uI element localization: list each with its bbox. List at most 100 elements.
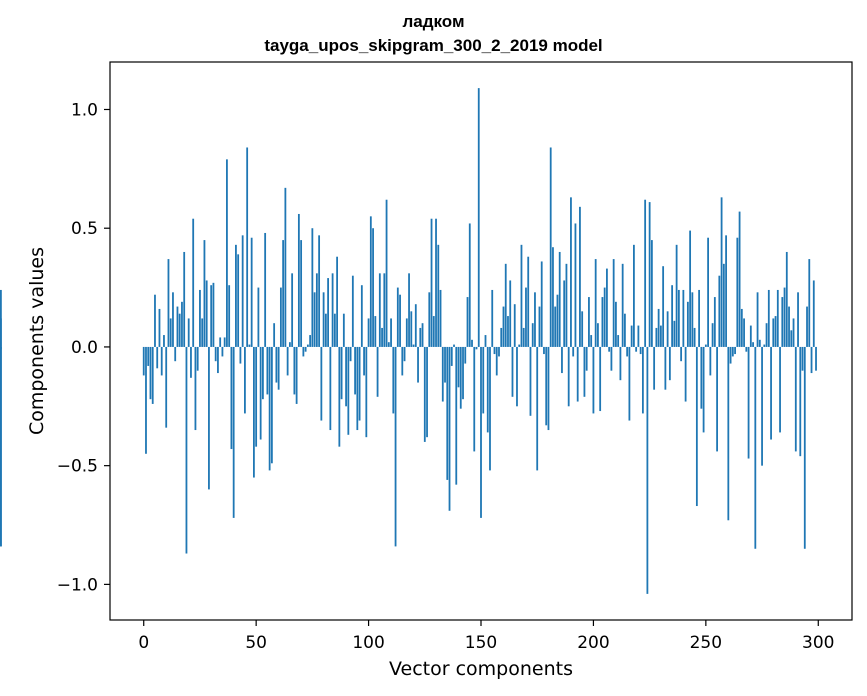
bar-65: [288, 342, 291, 347]
bar-157: [495, 346, 498, 376]
bar-63: [284, 187, 287, 347]
bar-219: [635, 346, 638, 352]
bar-35: [221, 346, 224, 357]
bar-284: [781, 297, 784, 347]
bar-0: [142, 346, 145, 376]
bar-75: [311, 228, 314, 347]
bar-195: [581, 311, 584, 347]
bar-194: [579, 206, 581, 347]
bar-213: [621, 263, 624, 347]
bar-143: [464, 346, 467, 364]
bar-202: [597, 323, 599, 347]
x-tick-label: 200: [577, 633, 609, 653]
bar-79: [320, 346, 323, 421]
bar-152: [484, 335, 487, 347]
bar-55: [266, 346, 269, 395]
bar-234: [668, 346, 671, 381]
bar-102: [372, 228, 374, 347]
bar-134: [444, 346, 446, 383]
bar-242: [686, 301, 689, 347]
bar-114: [399, 294, 401, 347]
bar-49: [253, 346, 255, 478]
bar-218: [633, 244, 635, 347]
bar-103: [374, 316, 377, 347]
bar-158: [498, 346, 500, 357]
bar-31: [212, 282, 215, 347]
bar-64: [286, 346, 289, 376]
bar-14: [174, 346, 177, 362]
bar-122: [417, 346, 419, 383]
bar-190: [570, 197, 572, 347]
x-tick-label: 50: [245, 633, 267, 653]
bar-209: [612, 259, 615, 347]
bar-182: [552, 247, 554, 347]
bar-167: [518, 344, 521, 347]
bar-203: [599, 346, 602, 412]
bar-197: [585, 346, 588, 371]
y-axis-ticks: −1.0 −0.5 0.0 0.5 1.0: [57, 100, 110, 595]
bar-200: [592, 346, 595, 414]
x-tick-label: 250: [690, 633, 722, 653]
bar-111: [392, 346, 395, 414]
bar-296: [808, 259, 811, 347]
bar-261: [729, 346, 732, 364]
bar-98: [363, 346, 365, 376]
bar-255: [716, 346, 718, 452]
bar-89: [342, 313, 345, 347]
bar-267: [743, 318, 745, 347]
bar-160: [502, 306, 505, 347]
bar-135: [446, 346, 449, 480]
bar-239: [680, 346, 683, 362]
bar-8: [160, 346, 163, 376]
bar-139: [455, 346, 458, 485]
bar-265: [738, 211, 741, 347]
bar-100: [367, 318, 370, 347]
bar-249: [702, 346, 705, 433]
bar-95: [356, 346, 359, 431]
bar-7: [158, 308, 161, 347]
y-tick-label: −1.0: [57, 575, 98, 595]
bar-71: [302, 346, 305, 357]
bar-119: [410, 311, 413, 347]
bar-153: [486, 346, 489, 433]
bar-260: [727, 346, 730, 521]
bar-286: [785, 251, 788, 347]
bar-123: [419, 327, 422, 347]
bar-32: [214, 346, 217, 362]
bar-189: [567, 346, 570, 407]
bar-52: [259, 346, 262, 440]
bar-191: [572, 346, 575, 357]
bar-193: [576, 346, 579, 402]
bar-211: [617, 335, 620, 347]
bar-147: [473, 346, 476, 452]
chart-subtitle: tayga_upos_skipgram_300_2_2019 model: [264, 36, 603, 55]
bar-38: [228, 285, 231, 347]
bar-141: [459, 346, 462, 409]
bar-274: [758, 339, 761, 347]
bar-30: [210, 285, 213, 347]
bar-9: [163, 335, 165, 347]
bar-184: [556, 294, 559, 347]
bar-155: [491, 289, 494, 347]
bar-271: [752, 342, 754, 347]
x-tick-label: 150: [465, 633, 497, 653]
bar-99: [365, 346, 368, 438]
bar-57: [270, 346, 273, 464]
bar-283: [779, 346, 781, 433]
bar-50: [255, 346, 258, 447]
bar-207: [608, 346, 611, 352]
bar-273: [756, 292, 759, 347]
bar-92: [349, 346, 352, 362]
bar-259: [725, 235, 727, 347]
bar-150: [480, 346, 482, 518]
bar-146: [471, 339, 473, 347]
bar-292: [799, 346, 802, 457]
bar-62: [282, 240, 285, 347]
bar-130: [435, 218, 437, 347]
bar-156: [493, 346, 496, 355]
bar-26: [201, 318, 204, 347]
bar-3: [149, 346, 152, 400]
bar-179: [545, 346, 548, 426]
bar-181: [549, 147, 552, 347]
bar-169: [522, 327, 525, 347]
